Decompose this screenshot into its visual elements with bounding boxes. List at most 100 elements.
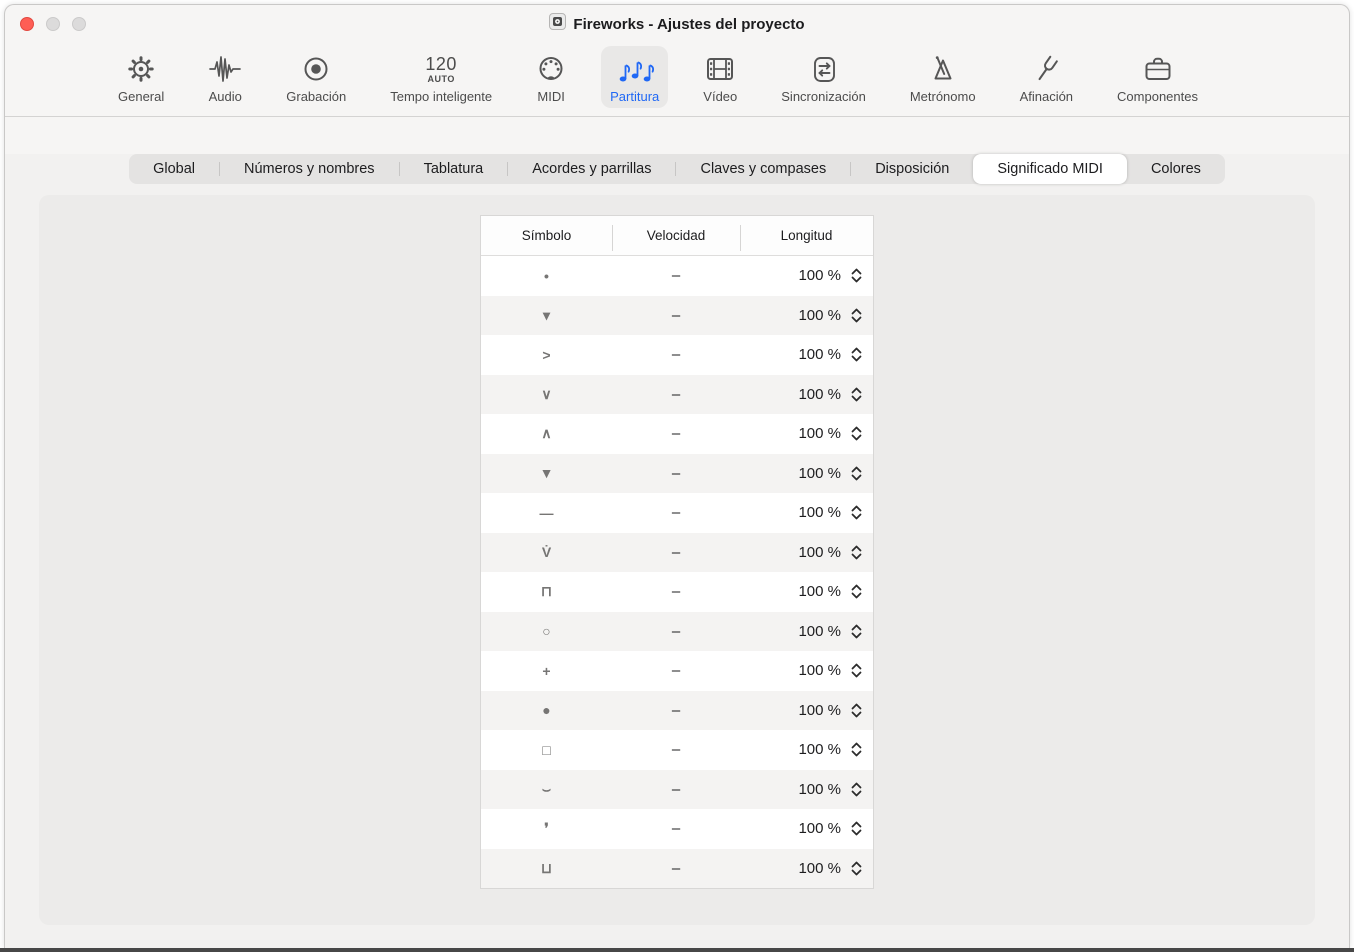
- table-row[interactable]: ⊔ – 100 %: [481, 848, 873, 888]
- velocity-value[interactable]: –: [671, 622, 681, 640]
- length-cell: 100 %: [740, 702, 873, 719]
- table-row[interactable]: + – 100 %: [481, 651, 873, 691]
- length-value[interactable]: 100 %: [798, 820, 841, 838]
- velocity-value[interactable]: –: [671, 504, 681, 522]
- table-row[interactable]: ∧ – 100 %: [481, 414, 873, 454]
- toolbar-item-video[interactable]: Vídeo: [694, 46, 746, 108]
- stepper-control[interactable]: [850, 702, 863, 719]
- velocity-value[interactable]: –: [671, 662, 681, 680]
- tab-numeros-y-nombres[interactable]: Números y nombres: [244, 161, 375, 177]
- tab-colores[interactable]: Colores: [1150, 161, 1201, 177]
- length-cell: 100 %: [740, 860, 873, 877]
- tab-claves-y-compases[interactable]: Claves y compases: [700, 161, 827, 177]
- length-value[interactable]: 100 %: [798, 346, 841, 364]
- table-row[interactable]: V̇ – 100 %: [481, 532, 873, 572]
- marcato-up-symbol: ∧: [541, 425, 552, 442]
- toolbar-item-general[interactable]: General: [109, 46, 173, 108]
- close-button[interactable]: [20, 17, 34, 31]
- stepper-control[interactable]: [850, 307, 863, 324]
- table-row[interactable]: ▼ – 100 %: [481, 453, 873, 493]
- toolbar-item-grabacion[interactable]: Grabación: [277, 46, 355, 108]
- length-value[interactable]: 100 %: [798, 583, 841, 601]
- table-row[interactable]: ❜ – 100 %: [481, 809, 873, 849]
- table-row[interactable]: • – 100 %: [481, 256, 873, 296]
- stepper-control[interactable]: [850, 267, 863, 284]
- length-value[interactable]: 100 %: [798, 780, 841, 798]
- toolbar-label: Vídeo: [703, 89, 738, 104]
- length-value[interactable]: 100 %: [798, 504, 841, 522]
- stepper-control[interactable]: [850, 346, 863, 363]
- length-value[interactable]: 100 %: [798, 385, 841, 403]
- toolbar-label: Metrónomo: [909, 89, 976, 104]
- tab-disposicion[interactable]: Disposición: [875, 161, 950, 177]
- settings-toolbar: General Audio Grabación 120: [5, 43, 1349, 117]
- length-value[interactable]: 100 %: [798, 701, 841, 719]
- velocity-value[interactable]: –: [671, 859, 681, 877]
- length-cell: 100 %: [740, 307, 873, 324]
- velocity-value[interactable]: –: [671, 267, 681, 285]
- tab-acordes-y-parrillas[interactable]: Acordes y parrillas: [532, 161, 652, 177]
- table-row[interactable]: □ – 100 %: [481, 730, 873, 770]
- length-value[interactable]: 100 %: [798, 267, 841, 285]
- velocity-value[interactable]: –: [671, 385, 681, 403]
- length-cell: 100 %: [740, 781, 873, 798]
- length-value[interactable]: 100 %: [798, 622, 841, 640]
- stepper-control[interactable]: [850, 860, 863, 877]
- length-value[interactable]: 100 %: [798, 741, 841, 759]
- stepper-control[interactable]: [850, 662, 863, 679]
- velocity-value[interactable]: –: [671, 780, 681, 798]
- tab-significado-midi[interactable]: Significado MIDI: [973, 154, 1127, 184]
- gear-icon: [126, 51, 156, 87]
- table-row[interactable]: ∨ – 100 %: [481, 374, 873, 414]
- toolbar-item-afinacion[interactable]: Afinación: [1011, 46, 1082, 108]
- velocity-value[interactable]: –: [671, 583, 681, 601]
- length-cell: 100 %: [740, 465, 873, 482]
- toolbar-item-partitura[interactable]: Partitura: [601, 46, 669, 108]
- stepper-control[interactable]: [850, 425, 863, 442]
- table-row[interactable]: ⊓ – 100 %: [481, 572, 873, 612]
- length-value[interactable]: 100 %: [798, 859, 841, 877]
- velocity-value[interactable]: –: [671, 741, 681, 759]
- stepper-control[interactable]: [850, 544, 863, 561]
- table-row[interactable]: > – 100 %: [481, 335, 873, 375]
- stepper-control[interactable]: [850, 583, 863, 600]
- velocity-value[interactable]: –: [671, 346, 681, 364]
- stepper-control[interactable]: [850, 781, 863, 798]
- table-row[interactable]: — – 100 %: [481, 493, 873, 533]
- toolbar-item-midi[interactable]: MIDI: [527, 46, 575, 108]
- velocity-value[interactable]: –: [671, 306, 681, 324]
- length-value[interactable]: 100 %: [798, 306, 841, 324]
- midi-meaning-panel: Símbolo Velocidad Longitud • – 100 % ▾ –…: [39, 195, 1315, 925]
- velocity-value[interactable]: –: [671, 543, 681, 561]
- stepper-control[interactable]: [850, 386, 863, 403]
- toolbar-item-componentes[interactable]: Componentes: [1108, 46, 1207, 108]
- stepper-control[interactable]: [850, 623, 863, 640]
- toolbar-label: Afinación: [1019, 89, 1074, 104]
- symbol-table-body: • – 100 % ▾ – 100 % > –: [481, 256, 873, 888]
- length-value[interactable]: 100 %: [798, 543, 841, 561]
- velocity-value[interactable]: –: [671, 701, 681, 719]
- length-value[interactable]: 100 %: [798, 464, 841, 482]
- toolbar-item-sincronizacion[interactable]: Sincronización: [772, 46, 875, 108]
- stepper-control[interactable]: [850, 820, 863, 837]
- filled-dot-symbol: ●: [542, 702, 551, 719]
- table-row[interactable]: ▾ – 100 %: [481, 295, 873, 335]
- length-cell: 100 %: [740, 504, 873, 521]
- length-value[interactable]: 100 %: [798, 425, 841, 443]
- table-row[interactable]: ⌣ – 100 %: [481, 769, 873, 809]
- stepper-control[interactable]: [850, 465, 863, 482]
- toolbar-item-tempo-inteligente[interactable]: 120 AUTO Tempo inteligente: [381, 46, 501, 108]
- toolbar-item-audio[interactable]: Audio: [199, 46, 251, 108]
- table-row[interactable]: ○ – 100 %: [481, 611, 873, 651]
- stepper-control[interactable]: [850, 741, 863, 758]
- velocity-value[interactable]: –: [671, 425, 681, 443]
- stepper-control[interactable]: [850, 504, 863, 521]
- velocity-value[interactable]: –: [671, 820, 681, 838]
- velocity-value[interactable]: –: [671, 464, 681, 482]
- length-value[interactable]: 100 %: [798, 662, 841, 680]
- tab-tablatura[interactable]: Tablatura: [423, 161, 484, 177]
- tab-global[interactable]: Global: [153, 161, 196, 177]
- toolbar-item-metronomo[interactable]: Metrónomo: [901, 46, 985, 108]
- metronome-icon: [928, 51, 958, 87]
- table-row[interactable]: ● – 100 %: [481, 690, 873, 730]
